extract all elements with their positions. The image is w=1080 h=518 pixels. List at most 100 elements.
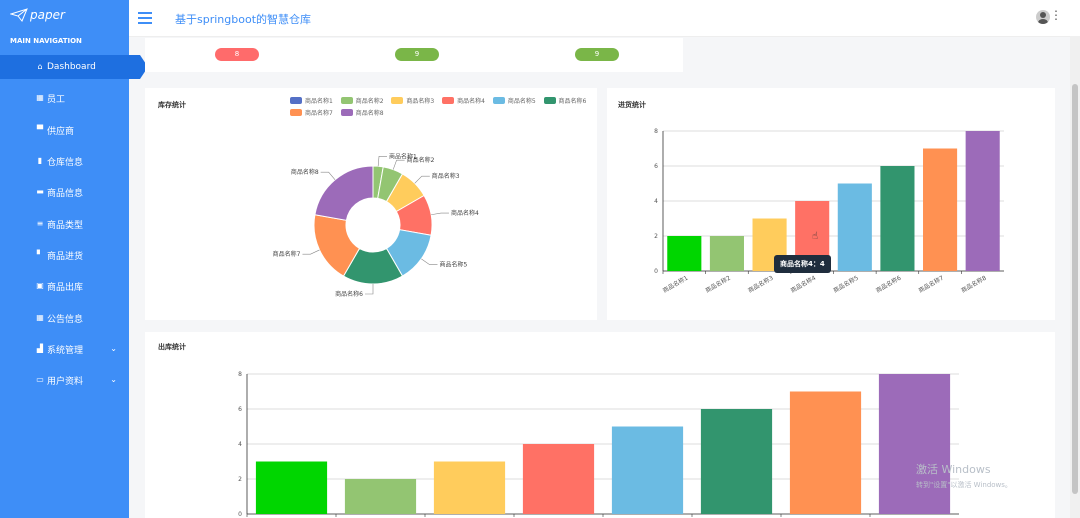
sidebar-item-user-profile[interactable]: ▭ 用户资料 ⌄ [0,368,129,392]
sidebar-item-label: 用户资料 [47,376,84,387]
hand-cursor-icon: ☝ [812,231,819,242]
bar[interactable] [837,183,872,272]
pie-slice-label: 商品名称7 [273,250,301,258]
building-icon: ▮ [37,156,43,165]
chat-icon: ▘ [36,250,44,259]
y-tick-label: 6 [654,163,658,170]
sidebar-item-employee[interactable]: ▦ 员工 [0,86,129,110]
bar[interactable] [709,236,744,271]
sidebar-item-supplier[interactable]: ▀ 供应商 [0,118,129,142]
sidebar-item-label: 供应商 [47,126,75,137]
bar[interactable] [965,131,1000,271]
bar[interactable] [522,444,595,514]
x-tick-label: 商品名称4 [789,274,817,295]
logo-text: paper [30,8,65,22]
sidebar-item-label: Dashboard [47,62,96,72]
stat-badge: 9 [575,48,619,61]
legend-item[interactable]: 商品名称8 [340,108,384,117]
stat-badge: 8 [215,48,259,61]
legend-item[interactable]: 商品名称6 [543,96,587,105]
calendar-icon: ▭ [36,375,44,384]
bar[interactable] [700,409,773,514]
sidebar-item-label: 仓库信息 [47,157,84,168]
legend-swatch [290,97,302,104]
pie-label-line [377,155,388,167]
outbound-title: 出库统计 [158,343,186,351]
bar[interactable] [433,461,506,515]
bar[interactable] [667,236,702,271]
watermark-line2: 转到"设置"以激活 Windows。 [916,481,1012,489]
legend-item[interactable]: 商品名称4 [442,96,485,105]
bar[interactable] [923,148,958,272]
pie-slice-label: 商品名称4 [451,209,479,217]
sidebar-item-warehouse[interactable]: ▮ 仓库信息 [0,149,129,173]
menu-toggle-icon[interactable] [138,12,152,27]
pie-label-line [392,159,405,170]
top-header: 基于springboot的智慧仓库 ⋮ [129,0,1080,37]
bar[interactable] [878,374,951,514]
pie-slice-label: 商品名称3 [432,172,460,180]
legend-label: 商品名称3 [406,98,435,105]
bar[interactable] [344,479,417,514]
y-tick-label: 2 [654,233,658,240]
pie-legend: 商品名称1 商品名称2 商品名称3 商品名称4 商品名称5 商品名称6 商品名称… [290,96,600,120]
monitor-icon: ▀ [36,125,44,134]
logo[interactable]: paper [10,7,65,23]
legend-swatch [340,97,353,104]
legend-item[interactable]: 商品名称1 [290,96,333,105]
chevron-down-icon: ⌄ [110,344,117,353]
scrollbar-thumb[interactable] [1072,84,1078,494]
pie-slice[interactable] [314,165,374,221]
sidebar-item-label: 商品信息 [47,188,84,199]
y-tick-label: 0 [654,268,658,275]
legend-label: 商品名称2 [355,98,384,105]
legend-item[interactable]: 商品名称3 [391,96,434,105]
legend-swatch [391,97,404,104]
purchase-bar-chart: 0 2 4 6 8 商品名称1 商品名称2 商品名称3 商品名称4 商品名称5 商品名称6 商品名称7… [654,128,1004,295]
bar[interactable] [880,166,915,271]
bar[interactable] [255,461,328,515]
page-scrollbar[interactable] [1070,36,1080,518]
legend-item[interactable]: 商品名称7 [290,108,333,117]
sidebar-item-dashboard[interactable]: ⌂ Dashboard [0,55,148,79]
pie-label-line [431,212,449,216]
sidebar-item-goods-info[interactable]: ▬ 商品信息 [0,180,129,204]
sidebar-item-system[interactable]: ▟ 系统管理 ⌄ [0,337,129,361]
x-tick-label: 商品名称2 [704,274,732,295]
legend-swatch [340,109,353,116]
pie-slice-label: 商品名称1 [389,152,417,160]
y-tick-label: 2 [238,476,242,483]
outbound-bar-chart: 0 2 4 6 8 [238,371,959,518]
sidebar-item-label: 商品类型 [47,220,84,231]
legend-label: 商品名称8 [355,110,384,117]
sidebar-item-notice[interactable]: ▦ 公告信息 [0,306,129,330]
bar-chart-icon: ▟ [36,344,44,353]
sidebar-item-goods-type[interactable]: ≡ 商品类型 [0,212,129,236]
paper-plane-icon [10,8,28,22]
pie-label-line [421,258,438,265]
legend-swatch [290,109,302,116]
y-tick-label: 4 [238,441,242,448]
bar[interactable] [789,391,862,515]
sidebar-item-goods-outbound[interactable]: ▣ 商品出库 [0,274,129,298]
sidebar-item-label: 员工 [47,94,66,105]
avatar[interactable] [1036,10,1050,24]
legend-label: 商品名称1 [305,98,333,105]
pie-label-line [320,171,336,180]
card-icon: ▬ [36,187,44,196]
chevron-down-icon: ⌄ [110,375,117,384]
legend-item[interactable]: 商品名称5 [492,96,536,105]
y-tick-label: 4 [654,198,658,205]
bar[interactable] [611,426,684,515]
chart-tooltip: 商品名称4：4 [774,255,831,273]
x-tick-label: 商品名称8 [960,274,988,295]
sidebar-item-goods-purchase[interactable]: ▘ 商品进货 [0,243,129,267]
more-vertical-icon[interactable]: ⋮ [1050,8,1062,22]
y-tick-label: 8 [654,128,658,135]
sidebar: paper MAIN NAVIGATION ⌂ Dashboard ▦ 员工 ▀ 供应… [0,0,148,518]
stats-panel: 8 9 9 [145,38,683,72]
legend-label: 商品名称6 [558,98,587,105]
pie-slice-label: 商品名称8 [291,168,319,176]
legend-item[interactable]: 商品名称2 [340,96,384,105]
pie-label-line [365,284,374,295]
